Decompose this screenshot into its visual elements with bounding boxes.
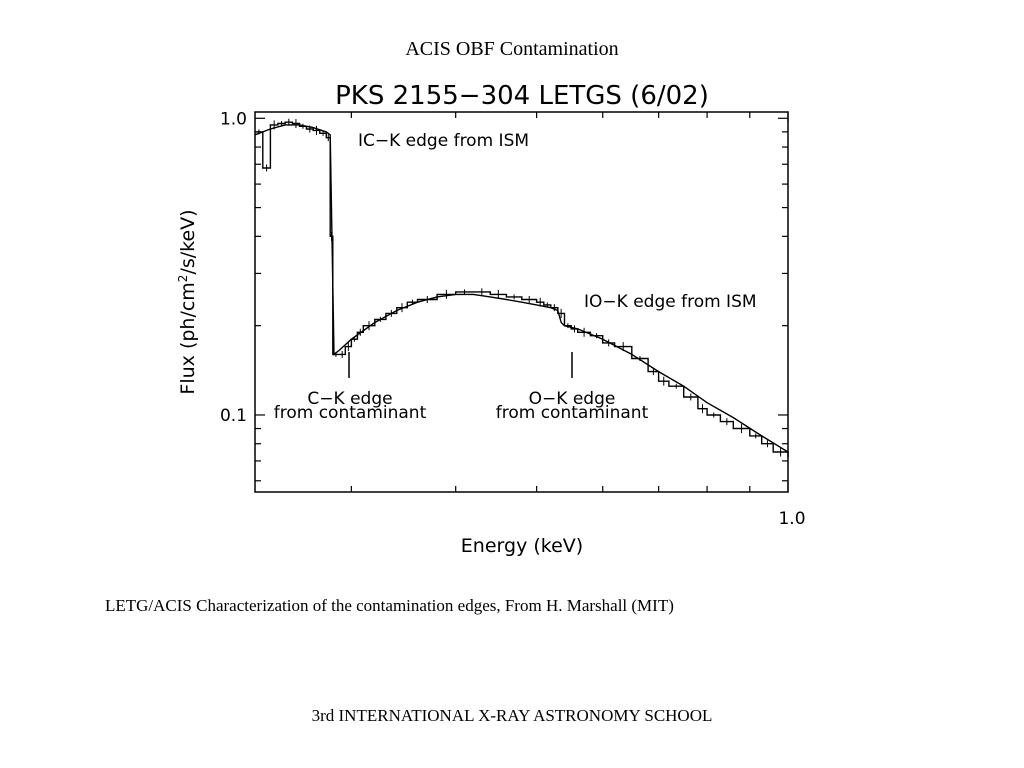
y-axis-label: Flux (ph/cm2/s/keV) [176, 209, 199, 394]
model-curve-line [254, 124, 789, 453]
chart-title: PKS 2155−304 LETGS (6/02) [335, 81, 709, 111]
plot-frame [254, 111, 789, 493]
annotation-contam-o-edge-line2: from contaminant [496, 403, 649, 423]
model-curve-series [254, 124, 789, 453]
histogram-line [255, 121, 789, 458]
axis-ticks [255, 112, 789, 492]
annotation-contam-c-edge-line1: C−K edge [307, 389, 392, 409]
annotation-ism-c-edge: ΙC−K edge from ISM [358, 131, 529, 151]
x-tick-label: 1.0 [778, 509, 805, 529]
slide-caption: LETG/ACIS Characterization of the contam… [105, 596, 674, 615]
slide-footer: 3rd INTERNATIONAL X-RAY ASTRONOMY SCHOOL [311, 706, 713, 725]
annotation-contam-o-edge-line1: O−K edge [529, 389, 616, 409]
y-axis-label-tail: /s/keV) [177, 209, 199, 274]
y-axis-label-main: Flux (ph/cm [177, 282, 199, 394]
annotation-ism-o-edge: ΙO−K edge from ISM [584, 292, 757, 312]
axis-tick-labels: 1.0 0.1 1.0 [220, 109, 806, 529]
y-axis-label-sup: 2 [176, 275, 190, 283]
y-tick-label: 0.1 [220, 406, 247, 426]
y-tick-label: 1.0 [220, 109, 247, 129]
x-axis-label: Energy (keV) [461, 535, 583, 557]
slide-title: ACIS OBF Contamination [405, 38, 619, 60]
series-layer [254, 118, 789, 460]
annotation-contam-c-edge-line2: from contaminant [274, 403, 427, 423]
annotations: ΙC−K edge from ISM ΙO−K edge from ISM C−… [274, 131, 757, 423]
data-histogram-series [255, 118, 789, 460]
